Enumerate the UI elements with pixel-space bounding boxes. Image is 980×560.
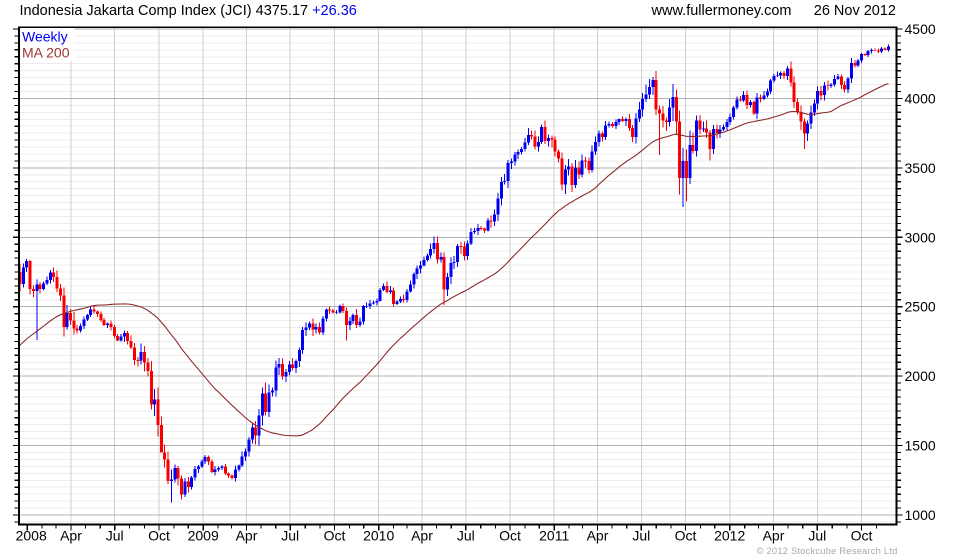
- svg-text:MA 200: MA 200: [22, 45, 70, 61]
- svg-text:2011: 2011: [539, 528, 569, 544]
- svg-text:1500: 1500: [905, 438, 936, 454]
- svg-text:2012: 2012: [714, 528, 745, 544]
- svg-text:2008: 2008: [16, 528, 47, 544]
- svg-text:www.fullermoney.com: www.fullermoney.com: [651, 3, 792, 19]
- svg-text:Oct: Oct: [324, 528, 346, 544]
- svg-text:Apr: Apr: [236, 528, 258, 544]
- svg-text:Apr: Apr: [763, 528, 785, 544]
- svg-text:26 Nov 2012: 26 Nov 2012: [814, 3, 896, 19]
- svg-text:4500: 4500: [905, 21, 936, 37]
- svg-text:2500: 2500: [905, 299, 936, 315]
- svg-text:Jul: Jul: [457, 528, 475, 544]
- svg-text:Jul: Jul: [281, 528, 299, 544]
- svg-text:Weekly: Weekly: [22, 29, 68, 45]
- svg-text:Indonesia Jakarta Comp Index (: Indonesia Jakarta Comp Index (JCI) 4375.…: [20, 3, 357, 19]
- svg-text:1000: 1000: [905, 507, 936, 523]
- svg-text:Oct: Oct: [851, 528, 873, 544]
- svg-text:2000: 2000: [905, 368, 936, 384]
- svg-text:3500: 3500: [905, 160, 936, 176]
- svg-text:Oct: Oct: [499, 528, 521, 544]
- svg-text:Jul: Jul: [808, 528, 826, 544]
- svg-text:4000: 4000: [905, 90, 936, 106]
- svg-text:Apr: Apr: [60, 528, 82, 544]
- svg-text:Oct: Oct: [675, 528, 697, 544]
- svg-text:Apr: Apr: [411, 528, 433, 544]
- svg-text:Jul: Jul: [106, 528, 124, 544]
- svg-text:2009: 2009: [188, 528, 219, 544]
- svg-text:Oct: Oct: [148, 528, 170, 544]
- svg-text:© 2012 Stockcube Research Ltd: © 2012 Stockcube Research Ltd: [757, 545, 898, 556]
- svg-text:2010: 2010: [363, 528, 394, 544]
- svg-text:3000: 3000: [905, 229, 936, 245]
- svg-text:Jul: Jul: [632, 528, 650, 544]
- svg-text:Apr: Apr: [587, 528, 609, 544]
